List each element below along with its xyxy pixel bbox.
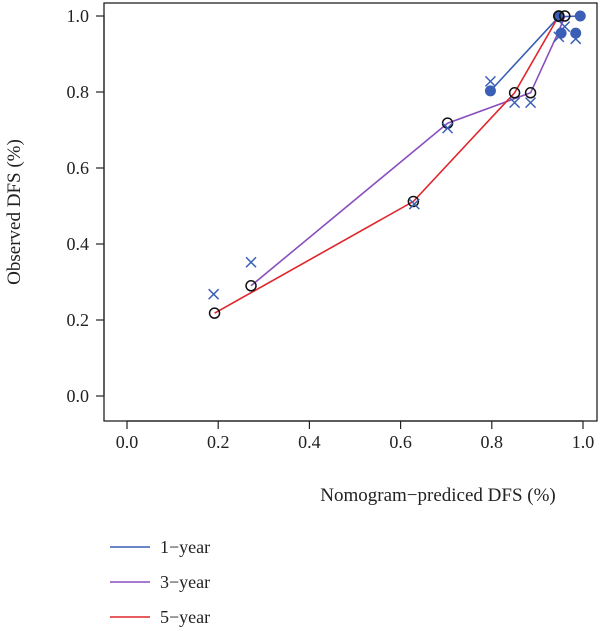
y-tick-label: 0.8 — [67, 82, 90, 102]
legend-label-3: 5−year — [160, 607, 210, 627]
y-tick-label: 0.2 — [67, 310, 90, 330]
series-point-1 — [574, 10, 586, 22]
series-point-2 — [245, 280, 257, 292]
series-point-1 — [484, 85, 496, 97]
series-line-3 — [214, 15, 560, 314]
series-point-2 — [559, 10, 571, 22]
series-point-1 — [555, 27, 567, 39]
observed-x-stroke — [553, 31, 565, 43]
observed-x-marker — [484, 75, 496, 87]
series-line-1 — [489, 15, 581, 92]
series-line-2 — [250, 15, 566, 287]
observed-x-stroke — [442, 122, 454, 134]
series-point-3 — [407, 195, 420, 208]
observed-x-stroke — [570, 33, 582, 45]
observed-x-stroke — [408, 198, 420, 210]
x-tick-label: 0.0 — [116, 432, 139, 452]
y-tick-label: 0.6 — [67, 158, 90, 178]
points-layer — [208, 10, 586, 319]
observed-x-marker — [509, 97, 521, 109]
series-point-3 — [508, 87, 521, 99]
y-axis-title: Observed DFS (%) — [4, 139, 25, 285]
observed-x-marker — [525, 97, 537, 109]
x-tick-label: 0.2 — [207, 432, 230, 452]
series-point-2 — [524, 87, 537, 99]
x-tick-label: 0.6 — [389, 432, 412, 452]
legend-label-2: 3−year — [160, 572, 210, 592]
legend-label-1: 1−year — [160, 537, 210, 557]
observed-x-marker — [553, 31, 565, 43]
y-tick-label: 0.0 — [67, 386, 90, 406]
x-tick-label: 0.4 — [298, 432, 321, 452]
observed-x-marker — [208, 288, 220, 300]
x-tick-label: 1.0 — [572, 432, 595, 452]
observed-x-stroke — [245, 256, 257, 268]
observed-x-marker — [559, 21, 571, 33]
plot-frame — [103, 2, 598, 422]
observed-x-stroke — [559, 21, 571, 33]
legend: 1−year 3−year 5−year — [110, 537, 210, 627]
observed-x-marker — [245, 256, 257, 268]
series-point-3 — [553, 10, 565, 22]
observed-x-stroke — [208, 288, 220, 300]
y-tick-label: 1.0 — [67, 6, 90, 26]
observed-x-marker — [570, 33, 582, 45]
y-tick-label: 0.4 — [67, 234, 90, 254]
observed-x-stroke — [509, 97, 521, 109]
x-axis: 0.0 0.2 0.4 0.6 0.8 1.0 — [116, 420, 595, 452]
observed-x-marker — [408, 198, 420, 210]
x-axis-title: Nomogram−prediced DFS (%) — [320, 485, 556, 506]
y-axis: 0.0 0.2 0.4 0.6 0.8 1.0 — [67, 6, 105, 406]
series-point-1 — [570, 27, 582, 39]
observed-x-stroke — [525, 97, 537, 109]
series-point-3 — [208, 307, 221, 319]
observed-x-marker — [442, 122, 454, 134]
x-tick-label: 0.8 — [481, 432, 504, 452]
series-layer — [214, 15, 581, 314]
observed-x-stroke — [484, 75, 496, 87]
